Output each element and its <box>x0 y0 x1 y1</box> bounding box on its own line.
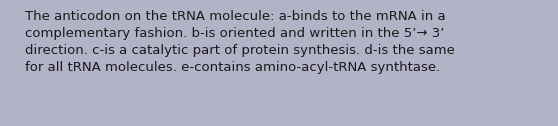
Text: The anticodon on the tRNA molecule: a-binds to the mRNA in a
complementary fashi: The anticodon on the tRNA molecule: a-bi… <box>25 10 455 74</box>
